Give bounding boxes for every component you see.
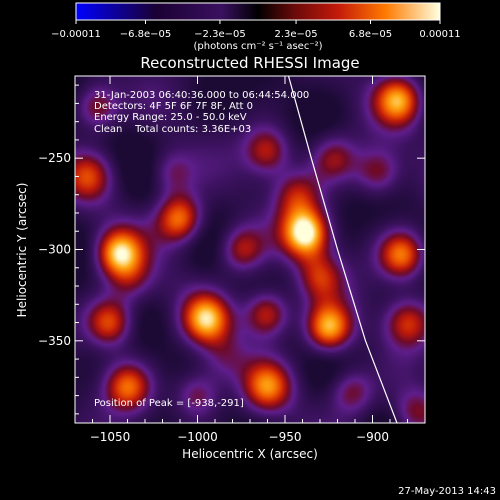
y-tick-label: −350 — [38, 334, 71, 348]
energy-range-label: Energy Range: 25.0 - 50.0 keV — [94, 112, 247, 123]
colorbar-tick-label: −2.3e−05 — [194, 29, 246, 40]
x-tick-label: −1000 — [177, 430, 218, 444]
detectors-label: Detectors: 4F 5F 6F 7F 8F, Att 0 — [94, 101, 253, 112]
peak-position-label: Position of Peak = [-938,-291] — [94, 398, 244, 409]
heatmap-image — [75, 76, 425, 423]
image-annotations: 31-Jan-2003 06:40:36.000 to 06:44:54.000… — [94, 90, 309, 409]
colorbar-unit-label: (photons cm⁻² s⁻¹ asec⁻²) — [193, 41, 322, 52]
chart-title: Reconstructed RHESSI Image — [140, 54, 359, 72]
x-tick-label: −1050 — [90, 430, 131, 444]
colorbar-tick-label: 2.3e−05 — [274, 29, 317, 40]
x-tick-label: −950 — [269, 430, 302, 444]
clean-counts-label: Clean Total counts: 3.36E+03 — [94, 124, 251, 135]
y-tick-label: −250 — [38, 151, 71, 165]
colorbar-tick-label: 0.00011 — [419, 29, 460, 40]
y-axis-label: Heliocentric Y (arcsec) — [15, 183, 29, 318]
colorbar-ticks: −0.00011 −6.8e−05 −2.3e−05 2.3e−05 6.8e−05 0.… — [51, 20, 461, 40]
axis-ticks: −1050 −1000 −950 −900 −250 −300 −350 — [38, 76, 425, 444]
footer-timestamp: 27-May-2013 14:43 — [398, 486, 496, 497]
x-axis-label: Heliocentric X (arcsec) — [182, 447, 318, 461]
time-range-label: 31-Jan-2003 06:40:36.000 to 06:44:54.000 — [94, 90, 309, 101]
colorbar-tick-label: −6.8e−05 — [120, 29, 172, 40]
solar-limb-line — [287, 76, 398, 423]
colorbar-tick-label: −0.00011 — [51, 29, 101, 40]
colorbar: −0.00011 −6.8e−05 −2.3e−05 2.3e−05 6.8e−05 0.… — [51, 2, 461, 52]
colorbar-tick-label: 6.8e−05 — [349, 29, 392, 40]
plot-area: −1050 −1000 −950 −900 −250 −300 −350 — [38, 75, 426, 444]
x-tick-label: −900 — [356, 430, 389, 444]
y-tick-label: −300 — [38, 243, 71, 257]
colorbar-gradient — [75, 2, 441, 21]
